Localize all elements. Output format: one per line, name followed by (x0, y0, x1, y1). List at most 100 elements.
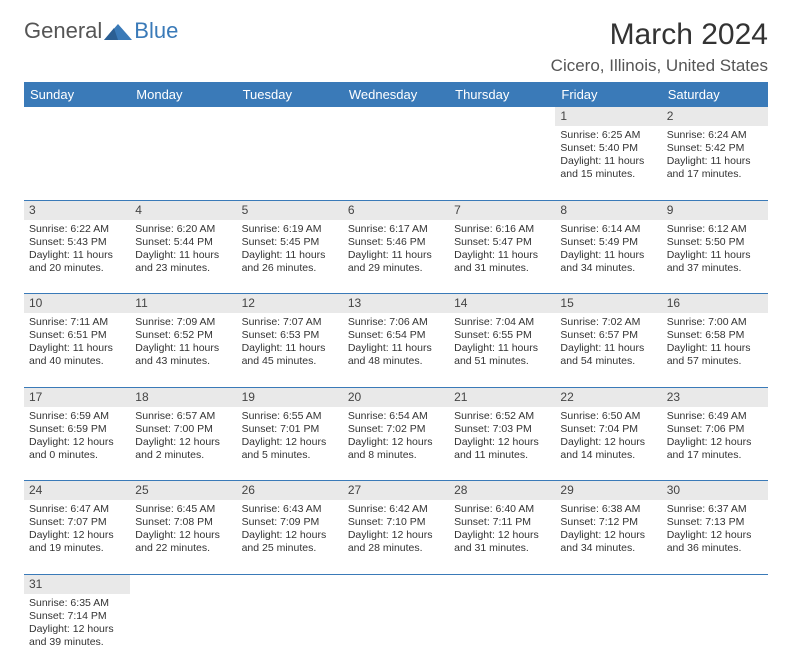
daylight-minutes-line: and 11 minutes. (454, 449, 550, 462)
sunset-line: Sunset: 6:59 PM (29, 423, 125, 436)
daylight-minutes-line: and 31 minutes. (454, 542, 550, 555)
sunset-line: Sunset: 7:11 PM (454, 516, 550, 529)
daylight-minutes-line: and 15 minutes. (560, 168, 656, 181)
daylight-minutes-line: and 51 minutes. (454, 355, 550, 368)
sunset-line: Sunset: 5:44 PM (135, 236, 231, 249)
sunset-line: Sunset: 7:07 PM (29, 516, 125, 529)
weekday-header: Saturday (662, 82, 768, 107)
day-cell (237, 594, 343, 668)
weekday-header: Wednesday (343, 82, 449, 107)
sunset-line: Sunset: 7:00 PM (135, 423, 231, 436)
daylight-minutes-line: and 23 minutes. (135, 262, 231, 275)
sunset-line: Sunset: 5:43 PM (29, 236, 125, 249)
sunrise-line: Sunrise: 6:24 AM (667, 129, 763, 142)
day-number-row: 24252627282930 (24, 481, 768, 501)
sunset-line: Sunset: 6:53 PM (242, 329, 338, 342)
daylight-line: Daylight: 12 hours (242, 529, 338, 542)
day-number-cell: 7 (449, 200, 555, 220)
daylight-minutes-line: and 48 minutes. (348, 355, 444, 368)
day-cell: Sunrise: 6:47 AMSunset: 7:07 PMDaylight:… (24, 500, 130, 574)
day-cell: Sunrise: 7:06 AMSunset: 6:54 PMDaylight:… (343, 313, 449, 387)
day-number-cell: 20 (343, 387, 449, 407)
daylight-line: Daylight: 11 hours (242, 342, 338, 355)
daylight-line: Daylight: 12 hours (348, 529, 444, 542)
day-content-row: Sunrise: 7:11 AMSunset: 6:51 PMDaylight:… (24, 313, 768, 387)
day-cell: Sunrise: 6:12 AMSunset: 5:50 PMDaylight:… (662, 220, 768, 294)
sunrise-line: Sunrise: 6:22 AM (29, 223, 125, 236)
daylight-minutes-line: and 34 minutes. (560, 542, 656, 555)
day-number-cell: 16 (662, 294, 768, 314)
sunset-line: Sunset: 7:09 PM (242, 516, 338, 529)
sunrise-line: Sunrise: 6:50 AM (560, 410, 656, 423)
day-cell: Sunrise: 7:04 AMSunset: 6:55 PMDaylight:… (449, 313, 555, 387)
day-number-cell (343, 107, 449, 126)
day-cell (343, 594, 449, 668)
day-cell: Sunrise: 6:55 AMSunset: 7:01 PMDaylight:… (237, 407, 343, 481)
day-number-cell: 11 (130, 294, 236, 314)
daylight-minutes-line: and 26 minutes. (242, 262, 338, 275)
day-number-cell (449, 574, 555, 594)
daylight-line: Daylight: 11 hours (454, 249, 550, 262)
day-content-row: Sunrise: 6:35 AMSunset: 7:14 PMDaylight:… (24, 594, 768, 668)
daylight-minutes-line: and 0 minutes. (29, 449, 125, 462)
sunset-line: Sunset: 5:45 PM (242, 236, 338, 249)
weekday-header: Friday (555, 82, 661, 107)
sunset-line: Sunset: 7:02 PM (348, 423, 444, 436)
daylight-line: Daylight: 11 hours (454, 342, 550, 355)
daylight-minutes-line: and 19 minutes. (29, 542, 125, 555)
daylight-line: Daylight: 11 hours (348, 342, 444, 355)
header: General Blue March 2024 Cicero, Illinois… (24, 18, 768, 76)
sunrise-line: Sunrise: 7:11 AM (29, 316, 125, 329)
day-cell: Sunrise: 6:24 AMSunset: 5:42 PMDaylight:… (662, 126, 768, 200)
day-cell (449, 594, 555, 668)
day-cell: Sunrise: 7:07 AMSunset: 6:53 PMDaylight:… (237, 313, 343, 387)
sunrise-line: Sunrise: 6:42 AM (348, 503, 444, 516)
daylight-line: Daylight: 11 hours (560, 249, 656, 262)
sunset-line: Sunset: 6:55 PM (454, 329, 550, 342)
day-cell: Sunrise: 6:25 AMSunset: 5:40 PMDaylight:… (555, 126, 661, 200)
day-number-cell (130, 107, 236, 126)
calendar-table: SundayMondayTuesdayWednesdayThursdayFrid… (24, 82, 768, 668)
daylight-minutes-line: and 36 minutes. (667, 542, 763, 555)
day-cell: Sunrise: 7:00 AMSunset: 6:58 PMDaylight:… (662, 313, 768, 387)
day-number-cell: 14 (449, 294, 555, 314)
day-cell: Sunrise: 6:35 AMSunset: 7:14 PMDaylight:… (24, 594, 130, 668)
sunset-line: Sunset: 5:40 PM (560, 142, 656, 155)
day-number-cell: 28 (449, 481, 555, 501)
day-cell: Sunrise: 6:57 AMSunset: 7:00 PMDaylight:… (130, 407, 236, 481)
sunrise-line: Sunrise: 6:59 AM (29, 410, 125, 423)
daylight-line: Daylight: 12 hours (454, 436, 550, 449)
day-cell: Sunrise: 6:38 AMSunset: 7:12 PMDaylight:… (555, 500, 661, 574)
daylight-line: Daylight: 12 hours (135, 436, 231, 449)
sunset-line: Sunset: 7:01 PM (242, 423, 338, 436)
day-number-cell: 29 (555, 481, 661, 501)
day-number-cell (662, 574, 768, 594)
sunset-line: Sunset: 7:08 PM (135, 516, 231, 529)
day-cell: Sunrise: 6:16 AMSunset: 5:47 PMDaylight:… (449, 220, 555, 294)
day-cell: Sunrise: 7:11 AMSunset: 6:51 PMDaylight:… (24, 313, 130, 387)
day-number-cell: 24 (24, 481, 130, 501)
daylight-line: Daylight: 12 hours (135, 529, 231, 542)
daylight-minutes-line: and 37 minutes. (667, 262, 763, 275)
sunset-line: Sunset: 5:47 PM (454, 236, 550, 249)
day-number-cell: 22 (555, 387, 661, 407)
daylight-minutes-line: and 34 minutes. (560, 262, 656, 275)
weekday-header: Tuesday (237, 82, 343, 107)
sunrise-line: Sunrise: 6:38 AM (560, 503, 656, 516)
sunset-line: Sunset: 7:12 PM (560, 516, 656, 529)
daylight-minutes-line: and 45 minutes. (242, 355, 338, 368)
sunset-line: Sunset: 5:49 PM (560, 236, 656, 249)
day-number-cell (237, 107, 343, 126)
sunset-line: Sunset: 7:13 PM (667, 516, 763, 529)
day-number-row: 3456789 (24, 200, 768, 220)
day-content-row: Sunrise: 6:25 AMSunset: 5:40 PMDaylight:… (24, 126, 768, 200)
sunrise-line: Sunrise: 7:04 AM (454, 316, 550, 329)
day-number-row: 17181920212223 (24, 387, 768, 407)
sunrise-line: Sunrise: 6:14 AM (560, 223, 656, 236)
day-cell: Sunrise: 6:50 AMSunset: 7:04 PMDaylight:… (555, 407, 661, 481)
day-number-cell: 31 (24, 574, 130, 594)
day-cell: Sunrise: 6:45 AMSunset: 7:08 PMDaylight:… (130, 500, 236, 574)
weekday-header-row: SundayMondayTuesdayWednesdayThursdayFrid… (24, 82, 768, 107)
sunrise-line: Sunrise: 6:54 AM (348, 410, 444, 423)
brand-logo: General Blue (24, 18, 178, 44)
